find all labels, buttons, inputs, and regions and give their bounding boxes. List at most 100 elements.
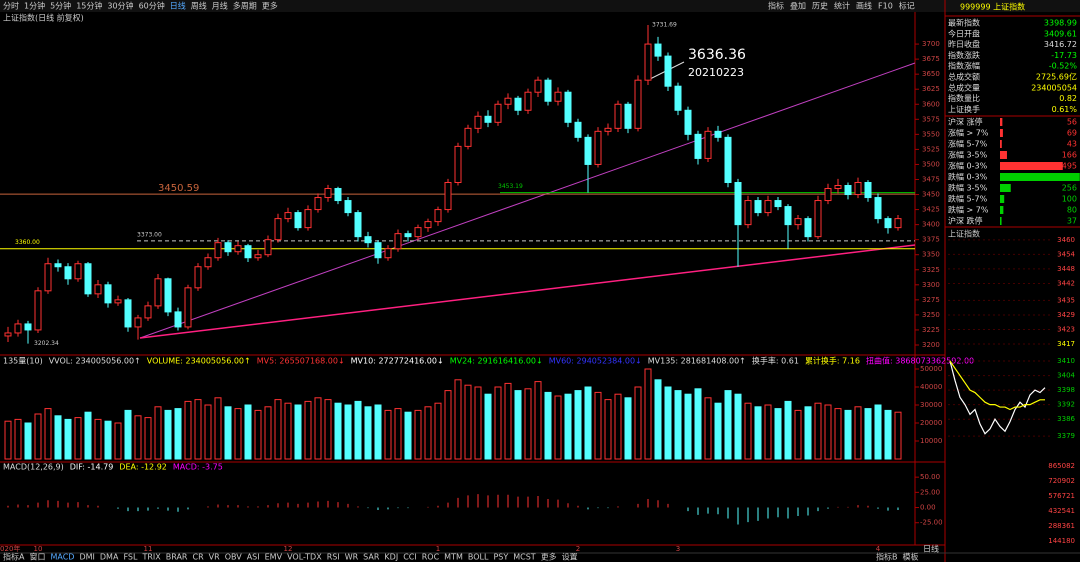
volume-bar [454,379,462,460]
candle-body [794,218,802,226]
date-label: 11 [144,545,153,553]
info-value: -17.73 [1051,51,1077,60]
info-label: 今日开盘 [948,28,980,38]
volume-bar [464,384,472,460]
tool-tab[interactable]: 画线 [856,1,872,11]
candle-body [144,305,152,319]
candle-body [634,79,642,129]
period-tab[interactable]: 日线 [170,1,186,11]
volume-bar [614,393,622,460]
candle-body [584,136,592,165]
bottom-tab[interactable]: DMA [100,553,119,562]
volume-bar [394,408,402,460]
candle-body [174,311,182,328]
bottom-tab[interactable]: OBV [225,553,243,562]
bottom-tab[interactable]: CR [193,553,205,562]
tool-tab[interactable]: 历史 [812,1,828,11]
period-tab[interactable]: 周线 [191,1,207,11]
bottom-tab[interactable]: 指标B [876,552,898,562]
volume-bar [854,406,862,460]
bottom-tab[interactable]: BRAR [166,553,188,562]
bottom-tab[interactable]: ASI [247,553,260,562]
candle-body [834,185,842,190]
candle-body [34,290,42,331]
candle-body [604,127,612,132]
bottom-tab[interactable]: MCST [513,553,536,562]
bottom-tab[interactable]: RSI [327,553,340,562]
candle-body [774,200,782,208]
tool-tab[interactable]: 指标 [768,1,784,11]
volume-bar [794,409,802,460]
period-tab[interactable]: 更多 [262,1,278,11]
volume-bar [164,409,172,460]
date-label: 2 [576,545,580,553]
y-tick-label: 20000 [920,419,942,427]
period-tab[interactable]: 5分钟 [50,1,71,11]
candle-body [84,263,92,295]
candle-body [624,103,632,129]
bottom-tab[interactable]: TRIX [141,553,161,562]
tool-tab[interactable]: 叠加 [790,1,806,11]
volume-bar [254,409,262,460]
tool-tab[interactable]: F10 [878,2,893,11]
candle-body [884,218,892,229]
volume-bar [234,408,242,460]
tool-tab[interactable]: 标记 [899,1,915,11]
volume-bar [574,390,582,460]
period-tab[interactable]: 60分钟 [139,1,165,11]
period-tab[interactable]: 月线 [212,1,228,11]
bottom-tab[interactable]: PSY [493,553,508,562]
volume-bar [664,386,672,460]
bottom-tab[interactable]: ROC [422,553,440,562]
bottom-tab[interactable]: VR [209,553,220,562]
bottom-tab[interactable]: DMI [79,553,94,562]
date-label: 4 [876,545,881,553]
bottom-tab[interactable]: 更多 [541,552,557,562]
volume-bar [334,402,342,460]
candle-body [284,212,292,220]
bottom-tab[interactable]: MTM [444,553,463,562]
bottom-tab[interactable]: VOL-TDX [287,553,322,562]
bottom-tab[interactable]: FSL [123,553,138,562]
bottom-tab[interactable]: CCI [403,553,417,562]
bottom-tab[interactable]: 指标A [3,552,25,562]
volume-bar [554,395,562,460]
volume-bar [414,409,422,460]
volume-bar [644,368,652,460]
dist-label: 跌幅 0-3% [948,172,988,182]
bottom-tab[interactable]: KDJ [384,553,398,562]
dist-label: 涨幅 5-7% [948,139,988,149]
volume-bar [564,393,572,460]
period-tab[interactable]: 30分钟 [107,1,133,11]
bottom-tab[interactable]: EMV [265,553,283,562]
bottom-tab[interactable]: 窗口 [29,552,45,562]
candle-body [64,266,72,280]
bottom-tab[interactable]: WR [345,553,359,562]
mini-vol-label: 865082 [1048,462,1075,470]
volume-bar [134,415,142,460]
bottom-tab[interactable]: BOLL [468,553,489,562]
mini-tick-label: 3398 [1057,386,1075,394]
bottom-tab[interactable]: MACD [50,553,74,562]
candle-body [124,299,132,328]
volume-bar [544,391,552,460]
volume-header: MV24: 291616416.00↓ [450,357,543,366]
volume-bar [764,404,772,460]
candle-body [514,97,522,111]
bottom-tab[interactable]: SAR [363,553,380,562]
dist-label: 沪深 涨停 [948,117,983,127]
period-tab[interactable]: 多周期 [233,1,257,11]
bottom-tab[interactable]: 设置 [562,552,578,562]
volume-bar [404,411,412,460]
period-tab[interactable]: 1分钟 [24,1,45,11]
period-tab[interactable]: 15分钟 [76,1,102,11]
tool-tab[interactable]: 统计 [834,1,850,11]
period-tab[interactable]: 分时 [3,1,19,11]
candle-body [504,97,512,105]
volume-bar [344,404,352,460]
candle-body [24,323,32,331]
dist-count: 1495 [1057,162,1077,171]
volume-bar [774,408,782,460]
bottom-tab[interactable]: 模板 [903,552,919,562]
candle-body [804,218,812,238]
